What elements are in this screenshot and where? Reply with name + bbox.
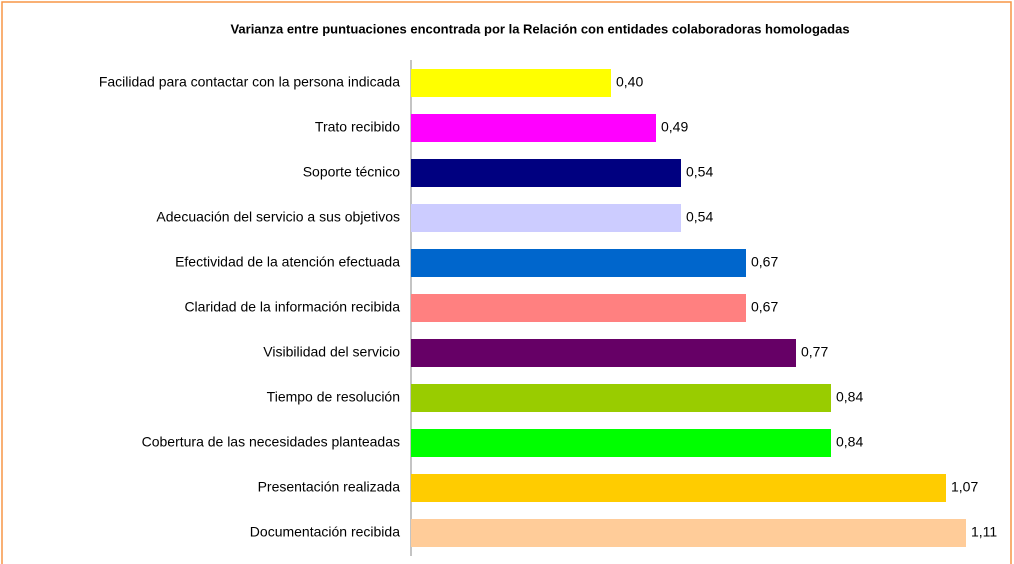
value-label: 0,67 <box>751 299 778 315</box>
category-label: Visibilidad del servicio <box>263 344 400 360</box>
bar <box>411 519 966 547</box>
value-label: 0,54 <box>686 209 713 225</box>
category-label: Cobertura de las necesidades planteadas <box>142 434 400 450</box>
value-label: 1,07 <box>951 479 978 495</box>
category-label: Tiempo de resolución <box>267 389 400 405</box>
bar <box>411 429 831 457</box>
bar <box>411 339 796 367</box>
bar <box>411 384 831 412</box>
bar <box>411 249 746 277</box>
value-label: 1,11 <box>971 524 997 540</box>
value-label: 0,84 <box>836 434 863 450</box>
category-label: Facilidad para contactar con la persona … <box>99 74 400 90</box>
chart-title: Varianza entre puntuaciones encontrada p… <box>230 21 849 36</box>
category-label: Efectividad de la atención efectuada <box>175 254 400 270</box>
value-label: 0,84 <box>836 389 863 405</box>
value-label: 0,67 <box>751 254 778 270</box>
bar <box>411 474 946 502</box>
value-label: 0,77 <box>801 344 828 360</box>
bar <box>411 204 681 232</box>
bar <box>411 69 611 97</box>
category-label: Adecuación del servicio a sus objetivos <box>156 209 400 225</box>
value-label: 0,49 <box>661 119 688 135</box>
value-label: 0,40 <box>616 74 643 90</box>
category-label: Presentación realizada <box>258 479 401 495</box>
bar <box>411 159 681 187</box>
value-label: 0,54 <box>686 164 713 180</box>
category-label: Documentación recibida <box>250 524 400 540</box>
category-label: Trato recibido <box>315 119 400 135</box>
bar <box>411 294 746 322</box>
category-label: Soporte técnico <box>303 164 400 180</box>
category-label: Claridad de la información recibida <box>184 299 400 315</box>
bar <box>411 114 656 142</box>
